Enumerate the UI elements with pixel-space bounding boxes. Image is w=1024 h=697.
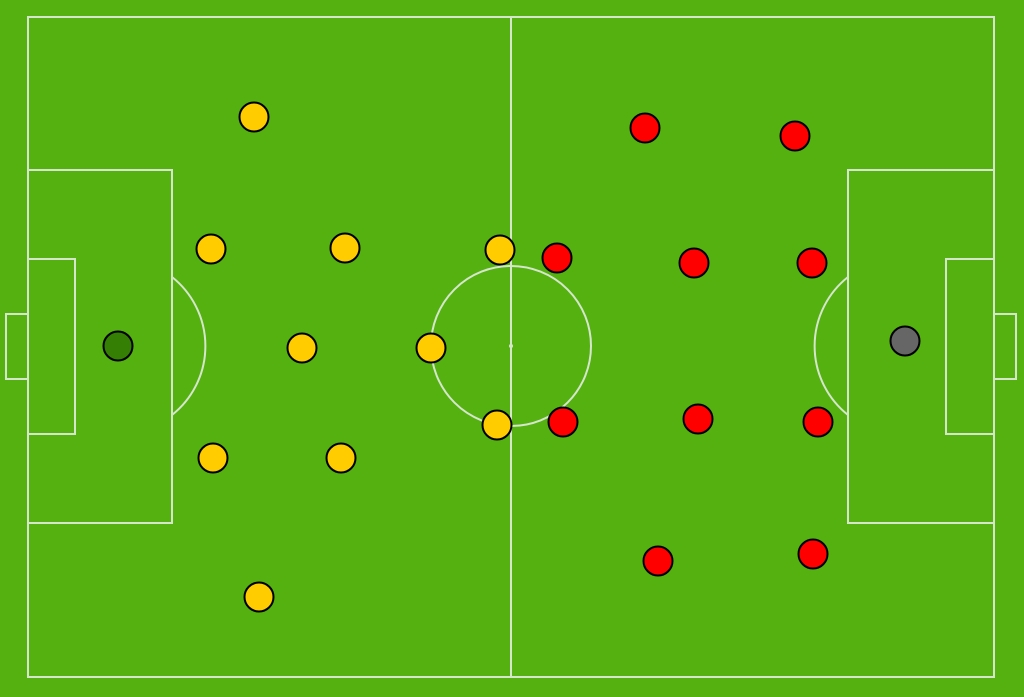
away-player-marker bbox=[682, 403, 714, 435]
home-player-marker bbox=[238, 101, 270, 133]
home-player-marker bbox=[329, 232, 361, 264]
home-player-marker bbox=[195, 233, 227, 265]
home-player-marker bbox=[484, 234, 516, 266]
home-player-marker bbox=[286, 332, 318, 364]
away-goalkeeper-marker bbox=[889, 325, 921, 357]
away-player-marker bbox=[779, 120, 811, 152]
home-player-marker bbox=[197, 442, 229, 474]
away-player-marker bbox=[797, 538, 829, 570]
home-player-marker bbox=[415, 332, 447, 364]
away-player-marker bbox=[802, 406, 834, 438]
away-player-marker bbox=[629, 112, 661, 144]
home-player-marker bbox=[481, 409, 513, 441]
away-player-marker bbox=[642, 545, 674, 577]
left-goal bbox=[5, 313, 29, 380]
home-player-marker bbox=[325, 442, 357, 474]
right-goal bbox=[993, 313, 1017, 380]
away-player-marker bbox=[796, 247, 828, 279]
away-player-marker bbox=[547, 406, 579, 438]
right-penalty-arc bbox=[813, 276, 849, 416]
left-penalty-arc bbox=[171, 276, 207, 416]
away-player-marker bbox=[678, 247, 710, 279]
home-goalkeeper-marker bbox=[102, 330, 134, 362]
away-player-marker bbox=[541, 242, 573, 274]
home-player-marker bbox=[243, 581, 275, 613]
center-spot bbox=[509, 344, 513, 348]
players bbox=[102, 101, 921, 613]
